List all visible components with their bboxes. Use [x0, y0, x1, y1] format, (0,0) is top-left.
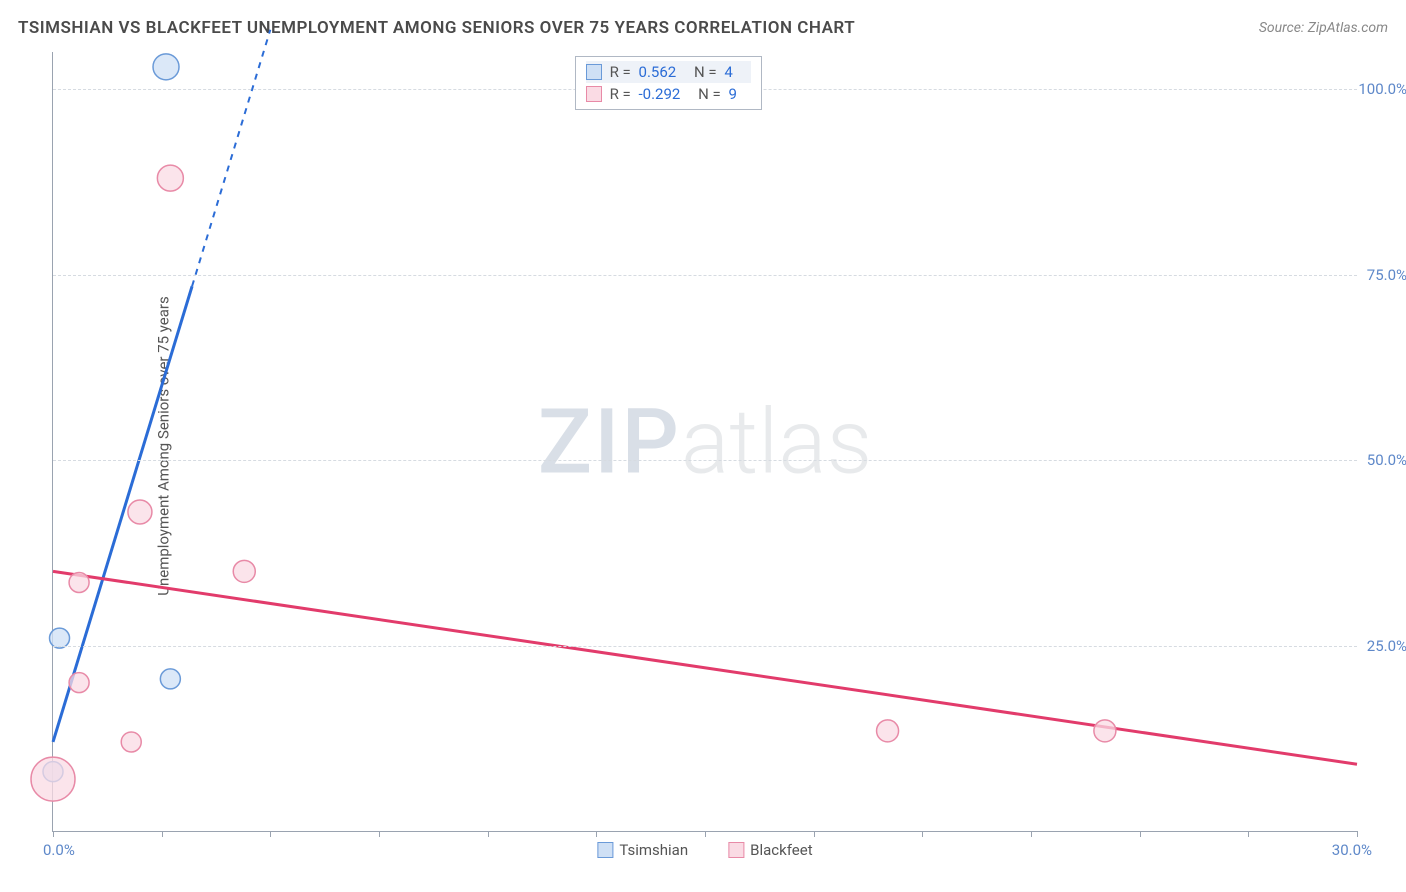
source-attribution: Source: ZipAtlas.com: [1259, 20, 1388, 36]
x-tick-label-last: 30.0%: [1332, 841, 1372, 859]
x-tick: [1357, 831, 1358, 837]
grid-line: [53, 646, 1357, 647]
chart-svg: [53, 52, 1357, 831]
data-point: [128, 500, 152, 524]
data-point: [69, 673, 89, 693]
x-tick: [1140, 831, 1141, 837]
x-tick: [596, 831, 597, 837]
x-tick: [488, 831, 489, 837]
legend-row[interactable]: R = 0.562 N = 4: [586, 61, 751, 83]
x-tick: [1248, 831, 1249, 837]
data-point: [1094, 720, 1116, 742]
legend-swatch: [586, 86, 602, 102]
x-tick: [379, 831, 380, 837]
x-tick: [814, 831, 815, 837]
data-point: [69, 572, 89, 592]
x-tick: [1031, 831, 1032, 837]
data-point: [153, 54, 179, 80]
chart-plot-area: ZIPatlas 25.0%50.0%75.0%100.0%0.0%30.0%R…: [52, 52, 1357, 832]
y-tick-label: 50.0%: [1367, 451, 1406, 469]
data-point: [157, 165, 183, 191]
grid-line: [53, 460, 1357, 461]
legend-series-name: Tsimshian: [619, 841, 688, 859]
data-point: [233, 560, 255, 582]
x-tick: [922, 831, 923, 837]
grid-line: [53, 275, 1357, 276]
chart-title: TSIMSHIAN VS BLACKFEET UNEMPLOYMENT AMON…: [18, 18, 855, 38]
data-point: [160, 669, 180, 689]
header: TSIMSHIAN VS BLACKFEET UNEMPLOYMENT AMON…: [18, 18, 1388, 38]
legend-row[interactable]: R = -0.292 N = 9: [586, 83, 751, 105]
legend-swatch: [597, 842, 613, 858]
y-tick-label: 25.0%: [1367, 637, 1406, 655]
regression-line-dashed: [192, 30, 270, 286]
legend-series: Tsimshian Blackfeet: [597, 841, 812, 859]
legend-correlation-box: R = 0.562 N = 4 R = -0.292 N = 9: [575, 56, 762, 110]
legend-stats: R = -0.292 N = 9: [610, 85, 751, 103]
legend-series-name: Blackfeet: [750, 841, 812, 859]
data-point: [31, 757, 75, 801]
x-tick: [705, 831, 706, 837]
data-point: [121, 732, 141, 752]
y-tick-label: 100.0%: [1358, 80, 1406, 98]
x-tick: [53, 831, 54, 837]
x-tick-label-first: 0.0%: [43, 841, 75, 859]
legend-swatch: [728, 842, 744, 858]
legend-series-item[interactable]: Blackfeet: [728, 841, 812, 859]
legend-stats: R = 0.562 N = 4: [610, 63, 747, 81]
y-tick-label: 75.0%: [1367, 266, 1406, 284]
legend-series-item[interactable]: Tsimshian: [597, 841, 688, 859]
regression-line-solid: [53, 571, 1357, 764]
legend-swatch: [586, 64, 602, 80]
x-tick: [270, 831, 271, 837]
chart-container: TSIMSHIAN VS BLACKFEET UNEMPLOYMENT AMON…: [0, 0, 1406, 892]
data-point: [877, 720, 899, 742]
x-tick: [162, 831, 163, 837]
